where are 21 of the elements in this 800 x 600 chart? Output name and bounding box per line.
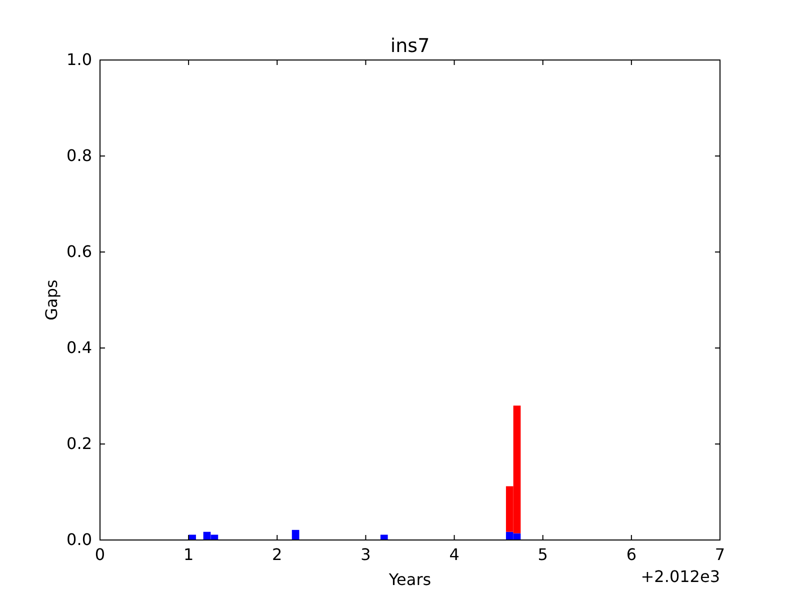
x-tick-label: 4: [449, 545, 460, 564]
x-tick-label: 5: [538, 545, 548, 564]
x-axis-title: Years: [388, 570, 432, 589]
bar: [188, 534, 196, 540]
x-tick-label: 2: [272, 545, 282, 564]
y-axis-title: Gaps: [42, 280, 61, 320]
x-tick-label: 7: [714, 545, 726, 564]
x-tick-label: 0: [94, 545, 106, 564]
x-tick-label: 3: [360, 545, 371, 564]
y-tick-label: 0.6: [66, 242, 92, 261]
bar: [292, 530, 300, 540]
x-tick-label: 6: [626, 545, 637, 564]
x-tick-label: 1: [183, 545, 194, 564]
text: +2.012e3: [640, 567, 720, 586]
y-tick-label: 0.2: [66, 434, 92, 453]
y-tick-label: 0.0: [66, 530, 92, 549]
chart-title: ins7: [390, 35, 430, 57]
bar: [380, 534, 388, 540]
y-tick-label: 0.4: [66, 338, 92, 357]
y-tick-label: 0.8: [66, 146, 92, 165]
y-tick-label: 1.0: [66, 50, 92, 69]
